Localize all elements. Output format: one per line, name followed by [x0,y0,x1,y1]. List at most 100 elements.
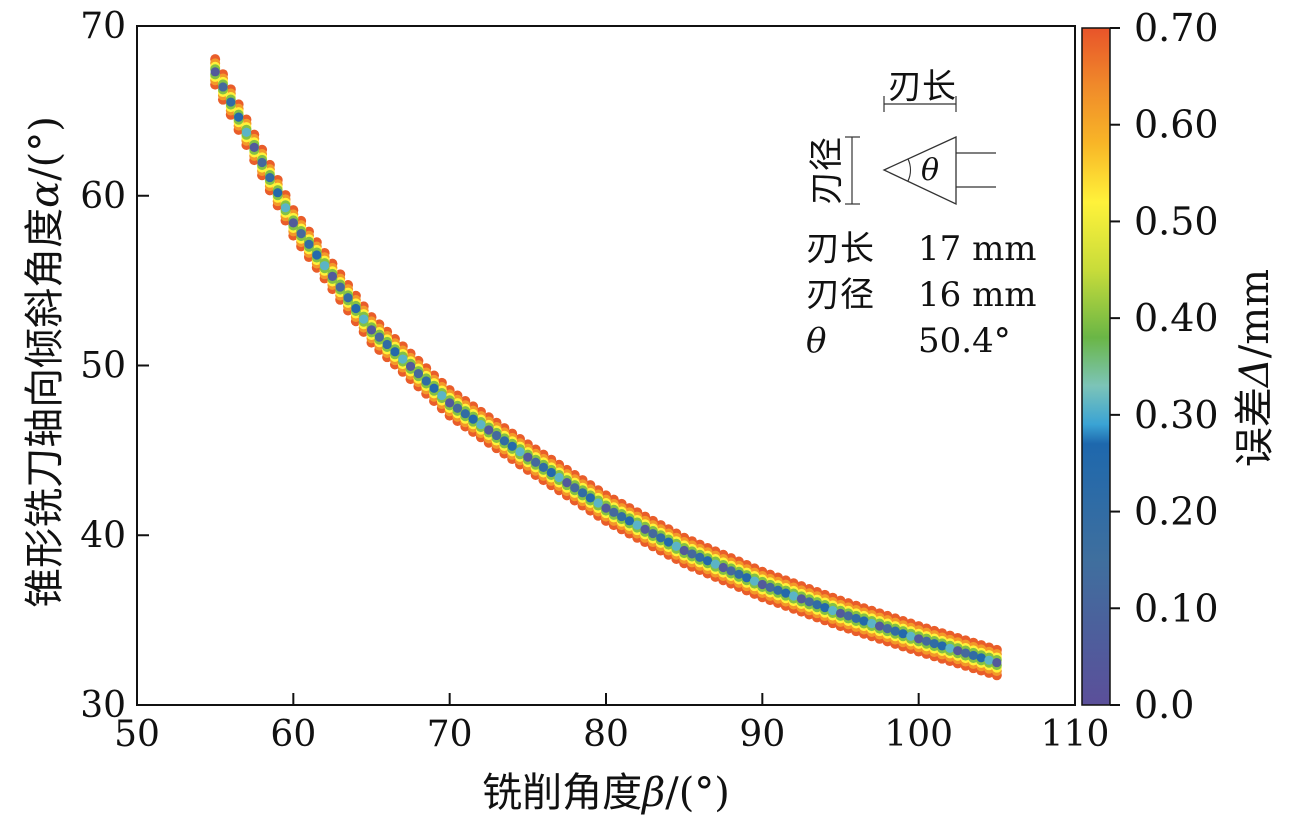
scatter-point [382,339,392,350]
scatter-point [531,457,541,467]
scatter-point [359,314,369,324]
scatter-point [789,591,799,601]
colorbar-ticks: 0.0 0.10 0.20 0.30 0.40 0.50 0.60 0.70 [1110,6,1219,727]
scatter-point [554,472,564,483]
scatter-point [859,616,869,626]
scatter-point [452,403,463,413]
scatter-point [218,82,228,92]
scatter-point [765,582,775,592]
scatter-point [405,361,416,371]
scatter-point [929,638,939,649]
blade-diameter-label: 刃径 [807,137,847,205]
scatter-point [632,520,642,530]
scatter-point [624,516,635,526]
scatter-point [374,332,384,342]
scatter-point [796,594,807,604]
cone-shank-lines [956,152,996,188]
scatter-point [312,250,322,260]
spec-blade-length-name: 刃长 [806,229,874,269]
x-axis: 50 60 70 80 90 100 110 [114,693,1109,755]
scatter-point [687,549,697,559]
y-tick-label: 70 [80,6,126,47]
scatter-point [953,646,963,656]
scatter-point [742,573,752,583]
x-tick-label: 90 [739,714,785,755]
colorbar-tick-label: 0.50 [1134,199,1219,243]
scatter-point [413,369,423,379]
scatter-point [280,203,291,213]
scatter-point [343,293,353,303]
scatter-point [226,97,236,107]
scatter-point [265,172,275,183]
y-axis-title: 锥形铣刀轴向倾斜角度α/(°) [22,116,68,608]
scatter-point [984,655,994,665]
colorbar-tick-label: 0.60 [1134,103,1219,147]
scatter-point [241,127,252,137]
scatter-point [734,569,744,579]
theta-symbol: θ [921,153,939,188]
scatter-point [476,419,486,430]
scatter-point [593,498,603,508]
scatter-point [851,613,861,624]
scatter-point [617,511,627,522]
scatter-point [937,641,947,651]
scatter-point [710,559,721,569]
scatter-point [882,624,893,634]
colorbar-tick-label: 0.20 [1134,490,1219,534]
y-axis: 30 40 50 60 70 [80,6,149,726]
cone-cutter-shape [882,135,957,206]
scatter-point [890,626,900,636]
x-tick-label: 100 [884,714,953,755]
scatter-point [773,585,783,595]
scatter-point [577,488,588,498]
scatter-point [523,452,533,462]
scatter-point [320,261,330,271]
x-tick-label: 50 [114,714,160,755]
blade-length-label: 刃长 [888,67,956,107]
scatter-point [351,303,361,314]
colorbar-tick-label: 0.70 [1134,6,1219,50]
scatter-point [234,112,244,122]
scatter-point [992,657,1002,668]
scatter-point [898,629,908,639]
scatter-point [843,611,853,621]
scatter-point [210,67,220,77]
spec-theta-value: 50.4° [918,321,1011,361]
scatter-point [609,507,619,517]
scatter-point [366,325,377,335]
scatter-point [703,556,713,566]
scatter-point [671,541,681,551]
scatter-point [585,493,595,503]
scatter-point [695,552,705,562]
scatter-point [546,467,556,478]
scatter-point [570,483,580,493]
colorbar-tick-label: 0.40 [1134,296,1219,340]
scatter-point [718,562,728,573]
scatter-point [507,441,517,451]
y-tick-label: 40 [80,515,126,556]
scatter-point [515,447,525,457]
scatter-point [468,414,478,424]
scatter-point [914,634,924,644]
scatter-point [273,188,283,198]
scatter-point [906,631,916,641]
colorbar-title: 误差Δ/mm [1232,269,1278,467]
scatter-point [960,648,971,658]
scatter-point [538,462,549,472]
scatter-point [648,528,658,539]
scatter-point [296,229,306,239]
scatter-point [656,533,666,543]
scatter-point [429,383,439,393]
scatter-point [945,643,955,653]
scatter-point [663,537,674,547]
scatter-point [562,478,572,488]
scatter-point [499,436,509,446]
spec-blade-diameter-value: 16 mm [918,275,1037,315]
scatter-point [460,409,470,419]
plot-area [136,25,1076,706]
spec-blade-length-value: 17 mm [918,229,1037,269]
x-tick-label: 80 [583,714,629,755]
spec-blade-diameter-name: 刃径 [806,275,874,315]
